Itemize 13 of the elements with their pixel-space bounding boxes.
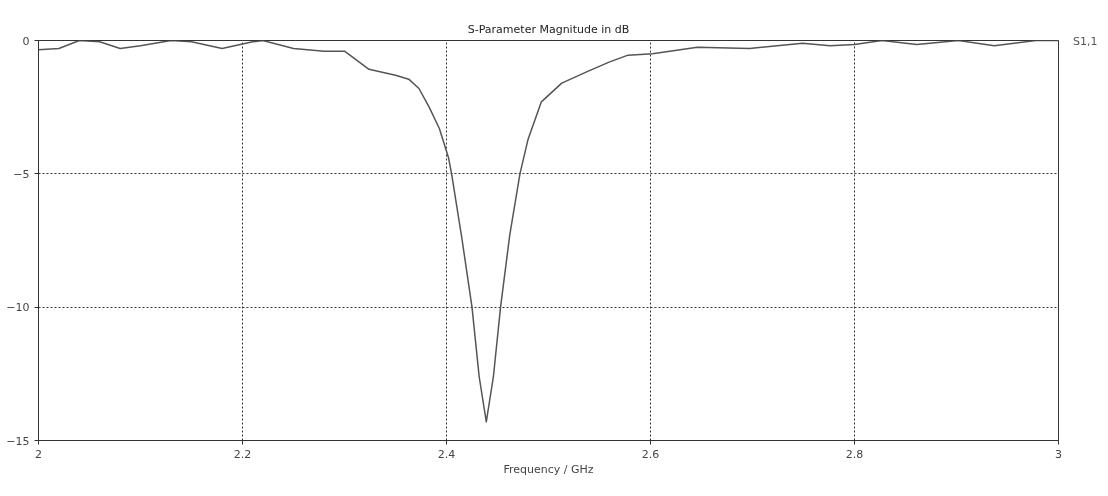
y-tick-label: −5: [13, 167, 30, 181]
x-tick-label: 2: [35, 447, 42, 461]
y-tick-label: −15: [6, 434, 30, 448]
y-tick-label: 0: [22, 34, 30, 48]
series-label: S1,1: [1073, 34, 1098, 50]
chart-title: S-Parameter Magnitude in dB: [467, 22, 630, 36]
x-axis-title: Frequency / GHz: [503, 462, 594, 476]
x-tick-label: 2.8: [845, 447, 864, 461]
x-tick-label: 3: [1055, 447, 1062, 461]
x-tick-label: 2.2: [233, 447, 252, 461]
x-tick-label: 2.4: [437, 447, 456, 461]
y-tick-label: −10: [6, 301, 30, 315]
x-tick-label: 2.6: [641, 447, 660, 461]
